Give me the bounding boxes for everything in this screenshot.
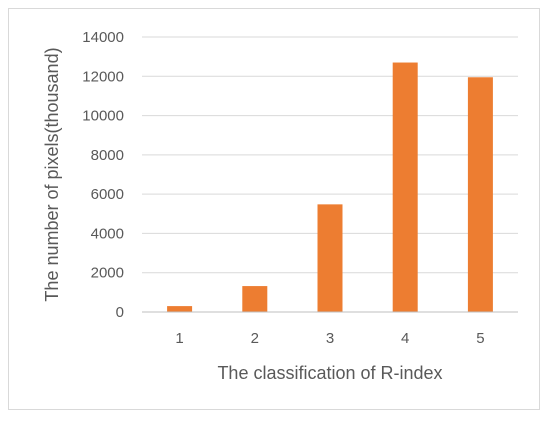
x-tick-label: 5 xyxy=(476,330,484,347)
x-axis-title: The classification of R-index xyxy=(217,363,442,383)
y-tick-label: 4000 xyxy=(91,225,124,242)
y-tick-label: 6000 xyxy=(91,186,124,203)
y-axis-title: The number of pixels(thousand) xyxy=(42,47,62,301)
bars xyxy=(167,62,493,313)
chart-frame xyxy=(8,8,540,410)
bar-1 xyxy=(167,306,193,312)
bar-2 xyxy=(242,286,268,312)
bar-3 xyxy=(317,204,343,312)
bar-4 xyxy=(392,62,418,313)
y-tick-label: 14000 xyxy=(82,29,124,46)
y-tick-labels: 0 2000 4000 6000 8000 10000 12000 14000 xyxy=(82,29,124,321)
x-tick-labels: 1 2 3 4 5 xyxy=(175,330,484,347)
y-tick-label: 10000 xyxy=(82,108,124,125)
bar-5 xyxy=(467,77,493,313)
x-tick-label: 4 xyxy=(401,330,409,347)
y-tick-label: 0 xyxy=(116,304,124,321)
x-tick-label: 3 xyxy=(326,330,334,347)
y-tick-label: 8000 xyxy=(91,147,124,164)
x-tick-label: 1 xyxy=(175,330,183,347)
y-tick-label: 2000 xyxy=(91,265,124,282)
gridlines xyxy=(142,36,518,274)
x-tick-label: 2 xyxy=(251,330,259,347)
y-tick-label: 12000 xyxy=(82,68,124,85)
